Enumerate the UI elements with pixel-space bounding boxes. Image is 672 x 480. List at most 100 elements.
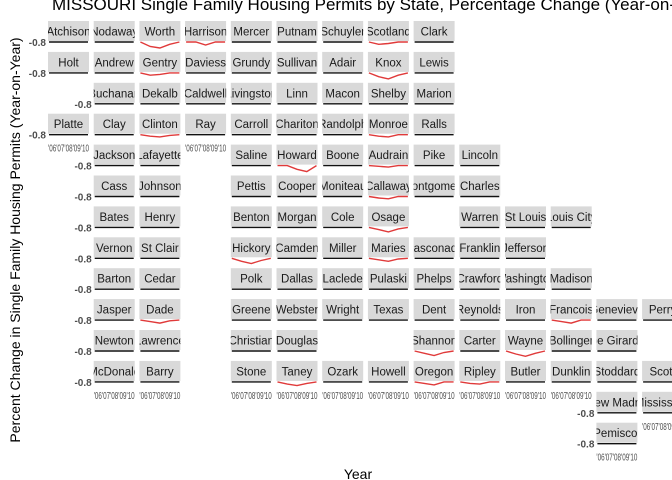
x-tick-labels: '06'07'08'09'10 — [231, 391, 272, 402]
facet-strip-pike — [413, 144, 455, 165]
facet-strip-webster — [276, 299, 318, 320]
facet-label-jackson: Jackson — [93, 150, 135, 162]
facet-barry: Barry '06'07'08'09'10 — [139, 360, 181, 402]
facet-strip-dallas — [276, 268, 318, 289]
facet-label-monroe: Monroe — [369, 119, 408, 131]
facet-cooper: Cooper — [276, 175, 318, 198]
facet-strip-polk — [230, 268, 272, 289]
facet-label-jasper: Jasper — [97, 305, 132, 317]
facet-label-perry: Perry — [649, 305, 672, 317]
facet-strip-warren — [459, 206, 501, 227]
facet-line-osage — [368, 226, 409, 233]
facet-strip-douglas — [276, 330, 318, 350]
facet-cedar: Cedar — [139, 268, 181, 290]
facet-label-saline: Saline — [235, 150, 267, 162]
facet-greene: Greene — [230, 299, 272, 321]
facet-label-harrison: Harrison — [184, 27, 227, 39]
facet-label-buchanan: Buchanan — [88, 88, 140, 100]
facet-label-louis-city: Louis City — [546, 212, 597, 224]
facet-strip-mississippi — [642, 391, 672, 412]
facet-label-jefferson: Jefferson — [502, 243, 549, 255]
facet-iron: Iron — [505, 299, 546, 321]
facet-label-genevieve: Genevieve — [589, 305, 644, 317]
facet-washington: Washington — [495, 268, 555, 290]
facet-douglas: Douglas — [276, 330, 318, 352]
facet-christian: Christian — [230, 330, 272, 352]
facet-label-howell: Howell — [371, 366, 406, 378]
facet-strip-barton — [93, 268, 135, 289]
facet-strip-platte — [48, 113, 89, 134]
facet-strip-johnson — [139, 175, 181, 196]
y-tick-label: -0.8 — [74, 162, 92, 173]
facet-gasconade: Gasconade — [413, 237, 455, 259]
facet-label-pulaski: Pulaski — [370, 274, 407, 286]
facet-label-maries: Maries — [371, 243, 406, 255]
y-tick-label: -0.8 — [577, 440, 595, 451]
facet-strip-bates — [93, 206, 135, 227]
facet-line-dade — [140, 319, 180, 324]
facet-strip-greene — [230, 299, 272, 320]
facet-label-st-louis: St Louis — [505, 212, 547, 224]
facet-strip-marion — [413, 82, 455, 103]
facet-atchison: Atchison-0.8 — [29, 21, 90, 49]
x-tick-labels: '06'07'08'09'10 — [596, 453, 637, 464]
facet-line-wayne — [505, 350, 546, 358]
facet-strip-hickory — [230, 237, 272, 258]
facet-randolph: Randolph — [322, 113, 364, 136]
facet-buchanan: Buchanan-0.8 — [74, 82, 140, 111]
facet-line-francois — [551, 319, 591, 324]
facet-label-reynolds: Reynolds — [456, 305, 504, 317]
facet-label-adair: Adair — [329, 57, 356, 69]
facet-label-washington: Washington — [495, 274, 555, 286]
facet-strip-moniteau — [322, 175, 364, 196]
facet-label-newton: Newton — [95, 336, 134, 348]
facet-strip-boone — [322, 144, 364, 165]
facet-moniteau: Moniteau — [322, 175, 364, 198]
facet-label-audrain: Audrain — [369, 150, 409, 162]
facet-label-atchison: Atchison — [46, 27, 90, 39]
facet-strip-carroll — [230, 113, 272, 134]
y-tick-label: -0.8 — [74, 100, 92, 111]
facet-jackson: Jackson-0.8 — [74, 144, 135, 173]
facet-strip-schuyler — [322, 21, 364, 41]
facet-vernon: Vernon -0.8 — [74, 237, 135, 265]
facet-louis-city: Louis City — [546, 206, 597, 229]
facet-strip-st-clair — [139, 237, 181, 258]
facet-strip-cedar — [139, 268, 181, 289]
facet-label-holt: Holt — [58, 57, 79, 69]
facet-ripley: Ripley '06'07'08'09'10 — [459, 360, 501, 402]
facet-strip-monroe — [367, 113, 409, 134]
facet-label-chariton: Chariton — [275, 119, 318, 131]
facet-strip-ralls — [413, 113, 455, 134]
x-tick-labels: '06'07'08'09'10 — [185, 144, 226, 155]
facet-charles: Charles — [459, 175, 501, 198]
facet-strip-francois — [550, 299, 592, 320]
y-tick-label: -0.8 — [74, 347, 92, 358]
facet-label-phelps: Phelps — [417, 274, 452, 286]
facet-macon: Macon — [322, 82, 364, 105]
y-tick-label: -0.8 — [74, 285, 92, 296]
facet-label-caldwell: Caldwell — [184, 88, 227, 100]
facet-worth: Worth — [139, 21, 181, 49]
facet-lincoln: Lincoln — [459, 144, 501, 167]
facet-stone: Stone '06'07'08'09'10 — [230, 360, 272, 402]
facet-label-wright: Wright — [326, 305, 360, 317]
facet-strip-andrew — [93, 51, 135, 72]
facet-label-osage: Osage — [371, 212, 405, 224]
facet-strip-dade — [139, 299, 181, 320]
facet-strip-cooper — [276, 175, 318, 196]
facet-strip-camden — [276, 237, 318, 258]
facet-label-boone: Boone — [326, 150, 359, 162]
facet-line-scotland — [368, 41, 408, 46]
facet-bollinger: Bollinger — [550, 330, 592, 352]
facet-strip-henry — [139, 206, 181, 227]
facet-line-callaway — [368, 195, 408, 200]
facet-label-iron: Iron — [516, 305, 536, 317]
chart-title: MISSOURI Single Family Housing Permits b… — [52, 0, 672, 14]
facet-strip-buchanan — [93, 82, 135, 103]
facet-label-montgomery: Montgomery — [402, 181, 466, 193]
facet-label-stoddard: Stoddard — [594, 366, 641, 378]
facet-label-dallas: Dallas — [281, 274, 313, 286]
facet-label-lafayette: Lafayette — [136, 150, 183, 162]
